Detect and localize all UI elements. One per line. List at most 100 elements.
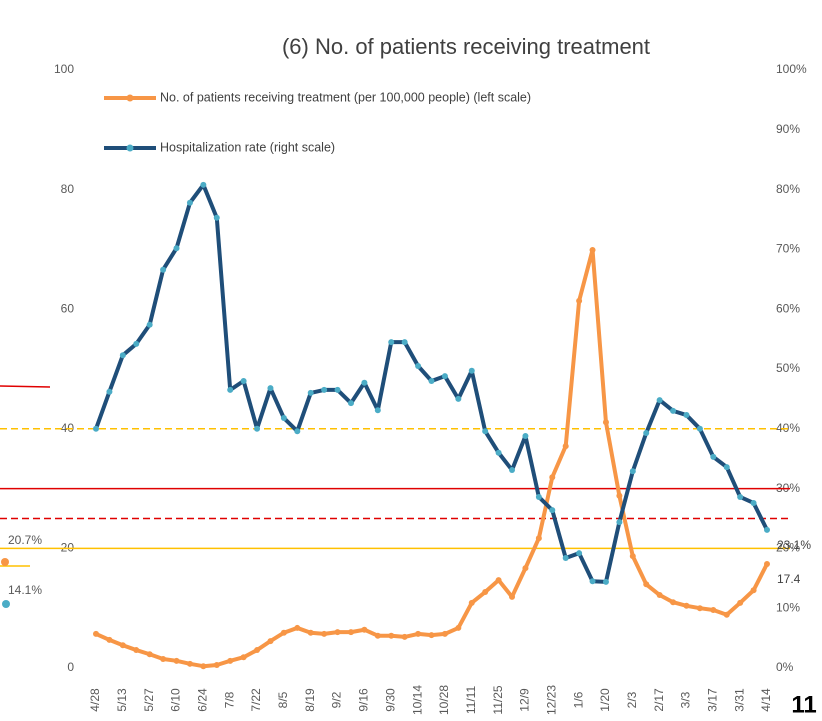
point <box>280 415 287 422</box>
point <box>361 626 368 633</box>
point <box>173 245 180 252</box>
y2-tick-label: 50% <box>776 361 800 375</box>
point <box>200 663 207 670</box>
point <box>522 432 529 439</box>
point <box>629 468 636 475</box>
point <box>576 297 583 304</box>
x-tick-label: 4/28 <box>88 688 102 712</box>
point <box>213 214 220 221</box>
point <box>723 464 730 471</box>
legend-label: Hospitalization rate (right scale) <box>160 140 335 154</box>
point <box>200 181 207 188</box>
point <box>535 535 542 542</box>
point <box>629 553 636 560</box>
point <box>307 629 314 636</box>
x-tick-label: 3/3 <box>679 691 693 708</box>
point <box>307 389 314 396</box>
point <box>710 606 717 613</box>
x-tick-label: 1/6 <box>571 691 585 708</box>
y-tick-label: 80 <box>61 182 75 196</box>
x-tick-label: 10/28 <box>437 685 451 715</box>
y-tick-label: 60 <box>61 301 75 315</box>
point <box>643 429 650 436</box>
point <box>562 554 569 561</box>
x-tick-label: 10/14 <box>410 685 424 715</box>
x-tick-label: 2/17 <box>652 688 666 712</box>
point <box>347 629 354 636</box>
point <box>696 425 703 432</box>
point <box>549 507 556 514</box>
x-tick-label: 7/22 <box>249 688 263 712</box>
point <box>750 499 757 506</box>
y2-tick-label: 0% <box>776 660 794 674</box>
legend-marker <box>126 144 134 152</box>
legend-label: No. of patients receiving treatment (per… <box>160 90 531 104</box>
point <box>254 425 261 432</box>
point <box>683 412 690 419</box>
point <box>415 363 422 370</box>
point <box>160 266 167 273</box>
x-tick-label: 1/20 <box>598 688 612 712</box>
point <box>576 550 583 557</box>
point <box>347 400 354 407</box>
point <box>334 386 341 393</box>
x-tick-label: 7/8 <box>222 691 236 708</box>
point <box>616 492 623 499</box>
point <box>321 386 328 393</box>
point <box>401 633 408 640</box>
fragment-line <box>0 385 51 388</box>
point <box>589 578 596 585</box>
point <box>106 636 113 643</box>
y-tick-label: 40 <box>61 421 75 435</box>
point <box>750 587 757 594</box>
y-tick-label: 20 <box>61 541 75 555</box>
x-tick-label: 5/13 <box>115 688 129 712</box>
point <box>133 340 140 347</box>
x-tick-label: 11/25 <box>491 685 505 714</box>
y2-tick-label: 100% <box>776 62 807 76</box>
y-tick-label: 100 <box>54 62 74 76</box>
point <box>267 638 274 645</box>
point <box>227 386 234 393</box>
data-label: 23.1% <box>777 538 811 552</box>
point <box>388 339 395 346</box>
fragment-marker <box>2 600 10 608</box>
point <box>415 630 422 637</box>
point <box>670 407 677 414</box>
point <box>509 467 516 474</box>
point <box>549 474 556 481</box>
point <box>428 632 435 639</box>
point <box>388 632 395 639</box>
y2-tick-label: 40% <box>776 421 800 435</box>
x-tick-label: 9/30 <box>383 688 397 712</box>
point <box>267 385 274 392</box>
point <box>495 449 502 456</box>
x-tick-label: 8/19 <box>303 688 317 712</box>
point <box>602 578 609 585</box>
point <box>227 657 234 664</box>
point <box>468 367 475 374</box>
point <box>656 397 663 404</box>
x-tick-label: 9/2 <box>330 691 344 708</box>
x-tick-label: 5/27 <box>142 688 156 712</box>
point <box>482 589 489 596</box>
point <box>723 611 730 618</box>
point <box>589 246 596 253</box>
y2-tick-label: 80% <box>776 182 800 196</box>
point <box>441 373 448 380</box>
point <box>133 647 140 654</box>
point <box>495 577 502 584</box>
point <box>186 199 193 206</box>
point <box>294 428 301 435</box>
point <box>321 630 328 637</box>
point <box>509 593 516 600</box>
point <box>455 624 462 631</box>
point <box>401 339 408 346</box>
point <box>254 647 261 654</box>
point <box>240 654 247 661</box>
fragment-label: 14.1% <box>8 583 42 597</box>
x-tick-label: 12/23 <box>544 685 558 715</box>
y2-tick-label: 60% <box>776 301 800 315</box>
point <box>616 519 623 526</box>
y2-tick-label: 10% <box>776 600 800 614</box>
